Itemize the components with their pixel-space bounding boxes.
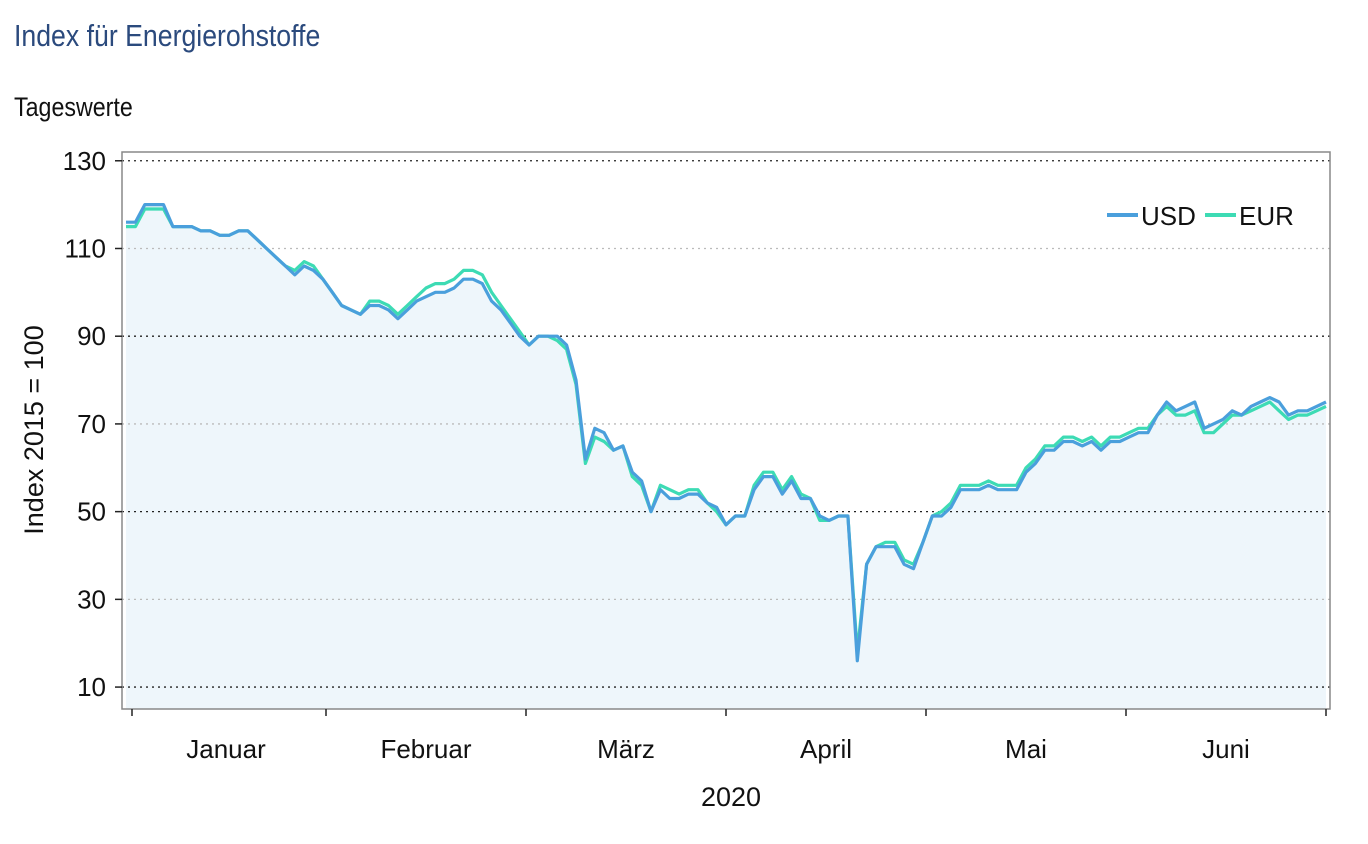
y-tick-label-50: 50 xyxy=(77,497,106,527)
x-tick-label-februar: Februar xyxy=(380,734,471,764)
legend-label-eur: EUR xyxy=(1239,201,1294,231)
legend-label-usd: USD xyxy=(1141,201,1196,231)
x-tick-label-januar: Januar xyxy=(186,734,266,764)
x-tick-label-märz: März xyxy=(597,734,655,764)
x-tick-label-mai: Mai xyxy=(1005,734,1047,764)
y-axis-label: Index 2015 = 100 xyxy=(19,325,49,534)
series-lines xyxy=(126,203,1327,663)
x-axis-label: 2020 xyxy=(701,782,761,812)
y-tick-label-110: 110 xyxy=(65,233,106,263)
y-tick-label-130: 130 xyxy=(63,146,106,176)
y-tick-label-30: 30 xyxy=(77,584,106,614)
y-axis-ticks: 10 30 50 70 90 110 130 xyxy=(63,146,122,702)
chart-title: Index für Energierohstoffe xyxy=(14,18,321,53)
y-tick-label-90: 90 xyxy=(77,321,106,351)
series-line-usd xyxy=(126,203,1327,663)
area-fill xyxy=(126,204,1326,709)
x-tick-label-juni: Juni xyxy=(1202,734,1250,764)
y-tick-label-10: 10 xyxy=(77,672,106,702)
chart-subtitle: Tageswerte xyxy=(14,92,133,122)
y-tick-label-70: 70 xyxy=(77,409,106,439)
area-fill-layer xyxy=(126,204,1326,709)
x-tick-label-april: April xyxy=(800,734,852,764)
legend: USD EUR xyxy=(1107,201,1294,231)
x-axis-ticks: Januar Februar März April Mai Juni xyxy=(131,709,1327,764)
